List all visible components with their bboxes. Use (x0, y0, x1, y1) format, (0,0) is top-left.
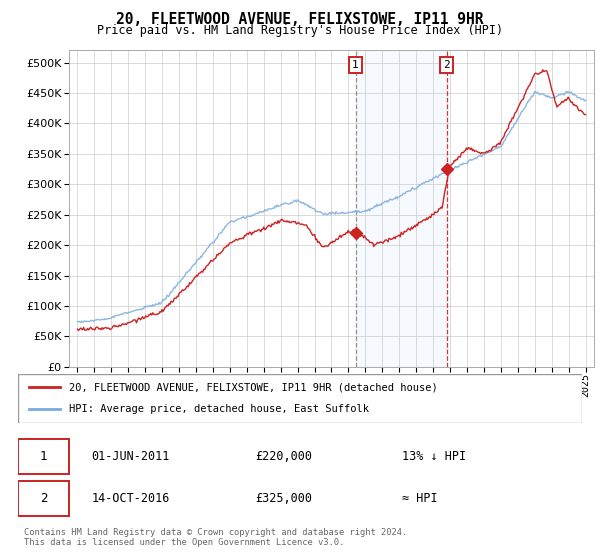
Text: 13% ↓ HPI: 13% ↓ HPI (401, 450, 466, 463)
Text: Contains HM Land Registry data © Crown copyright and database right 2024.
This d: Contains HM Land Registry data © Crown c… (24, 528, 407, 547)
FancyBboxPatch shape (18, 481, 69, 516)
Text: ≈ HPI: ≈ HPI (401, 492, 437, 505)
Text: 14-OCT-2016: 14-OCT-2016 (91, 492, 170, 505)
Text: £325,000: £325,000 (255, 492, 312, 505)
Text: Price paid vs. HM Land Registry's House Price Index (HPI): Price paid vs. HM Land Registry's House … (97, 24, 503, 37)
FancyBboxPatch shape (18, 438, 69, 474)
Text: 1: 1 (352, 59, 359, 69)
Text: 01-JUN-2011: 01-JUN-2011 (91, 450, 170, 463)
Text: 20, FLEETWOOD AVENUE, FELIXSTOWE, IP11 9HR: 20, FLEETWOOD AVENUE, FELIXSTOWE, IP11 9… (116, 12, 484, 27)
Text: HPI: Average price, detached house, East Suffolk: HPI: Average price, detached house, East… (69, 404, 369, 414)
Text: 20, FLEETWOOD AVENUE, FELIXSTOWE, IP11 9HR (detached house): 20, FLEETWOOD AVENUE, FELIXSTOWE, IP11 9… (69, 382, 437, 393)
Text: 2: 2 (443, 59, 450, 69)
FancyBboxPatch shape (18, 374, 582, 423)
Text: 2: 2 (40, 492, 47, 505)
Bar (356, 50, 446, 367)
Text: 1: 1 (40, 450, 47, 463)
Text: £220,000: £220,000 (255, 450, 312, 463)
